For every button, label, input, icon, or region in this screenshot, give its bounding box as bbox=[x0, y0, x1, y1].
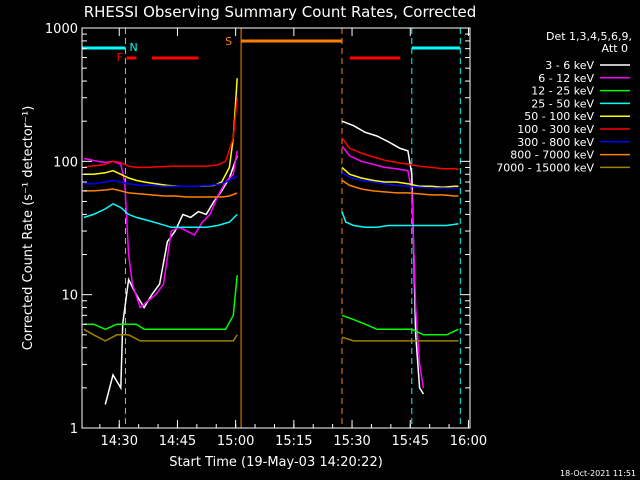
y-tick-label: 1 bbox=[70, 422, 78, 437]
y-axis-ticks: 1 10 100 1000 bbox=[45, 22, 470, 437]
x-tick-label: 16:00 bbox=[450, 434, 487, 449]
series-line-0 bbox=[341, 120, 425, 395]
saa-flag-label: S bbox=[225, 35, 232, 48]
legend-label: 25 - 50 keV bbox=[531, 97, 594, 110]
series-line-2 bbox=[83, 275, 238, 331]
series-line-8 bbox=[83, 328, 238, 342]
y-axis-label: Corrected Count Rate (s⁻¹ detector⁻¹) bbox=[21, 106, 36, 351]
series-line-6 bbox=[341, 172, 459, 189]
night-flag-label: N bbox=[129, 41, 137, 54]
series-line-2 bbox=[341, 314, 459, 336]
x-tick-label: 15:45 bbox=[392, 434, 429, 449]
x-tick-label: 14:45 bbox=[159, 434, 196, 449]
series-line-8 bbox=[341, 336, 459, 342]
series-line-7 bbox=[83, 188, 238, 198]
x-tick-label: 15:30 bbox=[333, 434, 370, 449]
x-axis-ticks: 14:30 14:45 15:00 15:15 15:30 15:45 16:00 bbox=[99, 28, 487, 449]
series-lines bbox=[83, 78, 459, 405]
legend-label: 6 - 12 keV bbox=[538, 72, 594, 85]
legend-header-att: Att 0 bbox=[602, 42, 628, 55]
x-tick-label: 14:30 bbox=[101, 434, 138, 449]
plot-frame bbox=[81, 27, 471, 429]
series-line-5 bbox=[341, 137, 459, 171]
legend-label: 12 - 25 keV bbox=[531, 85, 594, 98]
y-tick-label: 10 bbox=[61, 289, 78, 304]
x-axis-label: Start Time (19-May-03 14:20:22) bbox=[169, 455, 383, 470]
series-line-4 bbox=[83, 78, 238, 188]
series-line-1 bbox=[341, 145, 425, 389]
series-line-3 bbox=[341, 211, 459, 229]
series-line-6 bbox=[83, 175, 238, 188]
y-tick-label: 100 bbox=[53, 155, 78, 170]
footer-date: 18-Oct-2021 11:51 bbox=[560, 469, 636, 478]
y-tick-label: 1000 bbox=[45, 22, 78, 37]
legend-label: 300 - 800 keV bbox=[517, 136, 594, 149]
legend-label: 7000 - 15000 keV bbox=[496, 161, 594, 174]
x-tick-label: 15:00 bbox=[217, 434, 254, 449]
legend-header: Det 1,3,4,5,6,9, bbox=[546, 30, 632, 43]
series-line-7 bbox=[341, 179, 459, 197]
chart-title: RHESSI Observing Summary Count Rates, Co… bbox=[84, 3, 477, 21]
status-flags: NF S bbox=[82, 28, 461, 428]
flare-flag-label: F bbox=[117, 51, 123, 64]
legend-label: 3 - 6 keV bbox=[545, 59, 594, 72]
legend-label: 800 - 7000 keV bbox=[510, 149, 594, 162]
x-tick-label: 15:15 bbox=[275, 434, 312, 449]
series-line-1 bbox=[83, 150, 238, 309]
series-line-3 bbox=[83, 202, 238, 229]
series-line-4 bbox=[341, 166, 459, 188]
series-line-5 bbox=[83, 97, 238, 169]
legend-label: 50 - 100 keV bbox=[524, 110, 594, 123]
legend-label: 100 - 300 keV bbox=[517, 123, 594, 136]
